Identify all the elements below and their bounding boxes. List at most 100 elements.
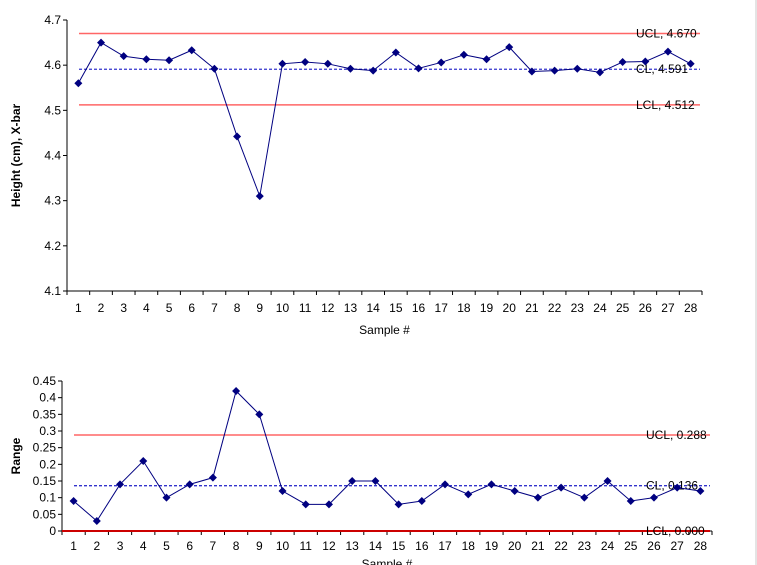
x-tick-label: 1 (75, 301, 82, 315)
data-point (573, 64, 582, 73)
x-tick-label: 25 (624, 539, 638, 553)
x-tick-label: 19 (485, 539, 499, 553)
x-tick-label: 24 (601, 539, 615, 553)
x-tick-label: 2 (98, 301, 105, 315)
data-point (371, 477, 380, 485)
data-point (119, 52, 128, 61)
x-tick-label: 23 (571, 301, 585, 315)
x-tick-label: 16 (412, 301, 426, 315)
reference-label-ucl: UCL, 4.670 (636, 27, 697, 41)
data-point (533, 493, 542, 502)
y-tick-label: 4.1 (44, 284, 61, 298)
x-tick-label: 14 (369, 539, 383, 553)
data-point (208, 473, 217, 482)
data-point (487, 480, 496, 489)
x-tick-label: 8 (234, 301, 241, 315)
data-point (97, 38, 106, 47)
y-tick-label: 0.15 (33, 474, 57, 488)
data-point (323, 59, 332, 68)
data-point (626, 497, 635, 505)
y-tick-label: 0 (49, 524, 56, 538)
y-tick-label: 4.6 (44, 58, 61, 72)
y-tick-label: 0.35 (33, 407, 57, 421)
x-tick-label: 21 (531, 539, 545, 553)
x-tick-label: 7 (211, 301, 218, 315)
x-tick-label: 22 (548, 301, 562, 315)
data-point (92, 517, 101, 525)
x-axis-title: Sample # (362, 557, 413, 565)
data-point (603, 477, 612, 485)
x-tick-label: 12 (322, 539, 336, 553)
data-point (185, 480, 194, 489)
x-tick-label: 20 (503, 301, 517, 315)
x-tick-label: 22 (554, 539, 568, 553)
data-point (301, 58, 310, 67)
data-point (580, 493, 589, 502)
data-point (165, 56, 174, 65)
data-point (663, 47, 672, 56)
range-chart: 00.050.10.150.20.250.30.350.40.451 2 3 4 5 6 7… (9, 374, 713, 565)
data-point (550, 66, 559, 75)
x-tick-label: 21 (525, 301, 539, 315)
x-tick-label: 20 (508, 539, 522, 553)
x-tick-label: 24 (593, 301, 607, 315)
x-tick-label: 26 (639, 301, 653, 315)
data-point (346, 64, 355, 73)
y-tick-label: 0.25 (33, 441, 57, 455)
reference-label-lcl: LCL, 4.512 (636, 98, 695, 112)
x-tick-label: 25 (616, 301, 630, 315)
data-point (142, 55, 151, 64)
reference-label-cl: CL, 4.591 (636, 62, 688, 76)
data-point (369, 66, 378, 75)
data-point (162, 493, 171, 502)
x-tick-label: 17 (438, 539, 452, 553)
x-tick-label: 26 (647, 539, 661, 553)
x-tick-label: 5 (166, 301, 173, 315)
data-point (187, 46, 196, 55)
data-point (641, 57, 650, 66)
data-point (278, 487, 287, 495)
y-tick-label: 0.45 (33, 374, 57, 388)
x-tick-label: 28 (684, 301, 698, 315)
series-line (77, 41, 691, 199)
data-point (414, 64, 423, 73)
x-tick-label: 4 (143, 301, 150, 315)
x-tick-label: 10 (276, 301, 290, 315)
data-point (557, 483, 566, 492)
x-tick-label: 6 (188, 301, 195, 315)
data-point (618, 58, 627, 67)
x-tick-label: 15 (392, 539, 406, 553)
x-tick-label: 18 (457, 301, 471, 315)
data-point (116, 480, 125, 489)
y-axis-title: Range (9, 437, 23, 474)
reference-label-cl: CL, 0.136 (646, 479, 698, 493)
data-point (301, 500, 310, 509)
data-point (210, 64, 219, 73)
y-tick-label: 4.5 (44, 103, 61, 117)
x-tick-label: 23 (578, 539, 592, 553)
data-point (441, 480, 450, 489)
x-tick-label: 7 (210, 539, 217, 553)
x-tick-label: 11 (300, 539, 313, 553)
data-point (437, 58, 446, 67)
reference-label-lcl: LCL, 0.000 (646, 524, 705, 538)
xbar-chart: 4.14.24.34.44.54.64.71 2 3 4 5 6 7 8 9 10 11 12 13 14… (9, 13, 703, 337)
data-point (527, 67, 536, 76)
y-tick-label: 0.4 (39, 391, 56, 405)
series-line (73, 390, 701, 522)
data-point (139, 457, 148, 465)
reference-label-ucl: UCL, 0.288 (646, 428, 707, 442)
data-point (324, 500, 333, 509)
data-point (278, 59, 287, 68)
data-point (232, 387, 241, 395)
data-point (464, 490, 473, 499)
data-point (348, 477, 357, 485)
y-tick-label: 0.2 (39, 457, 56, 471)
data-point (255, 410, 264, 419)
x-tick-label: 18 (462, 539, 476, 553)
x-tick-label: 3 (117, 539, 124, 553)
x-tick-label: 12 (321, 301, 335, 315)
x-tick-label: 1 (70, 539, 77, 553)
y-tick-label: 4.3 (44, 194, 61, 208)
